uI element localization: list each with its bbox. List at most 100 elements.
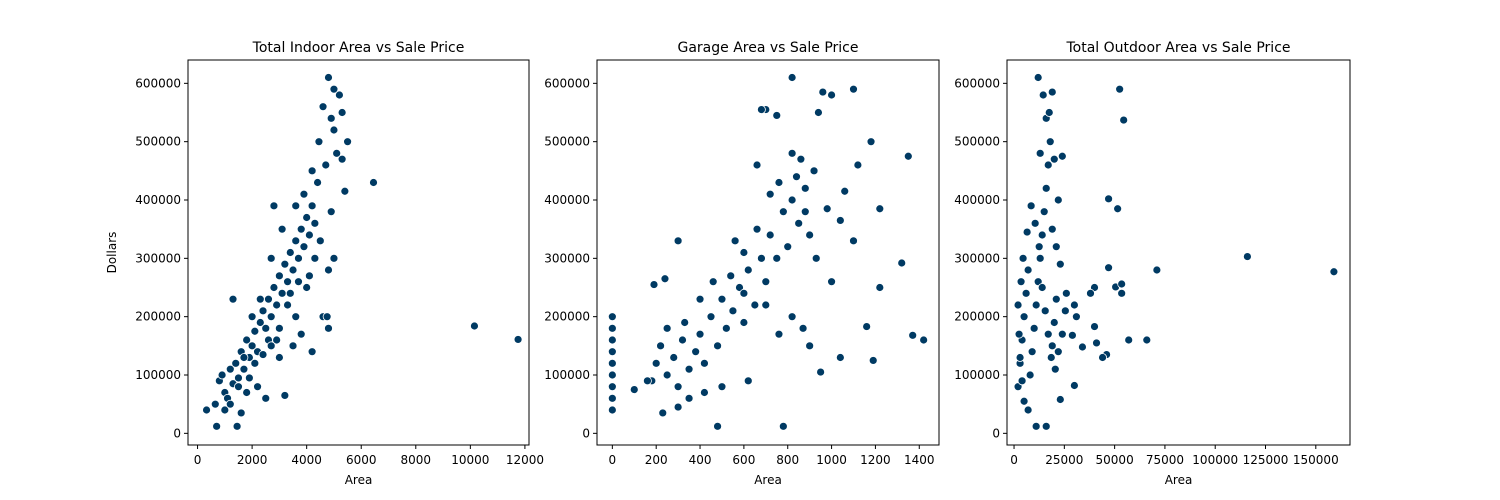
data-point: [607, 393, 617, 403]
data-point: [231, 358, 241, 368]
data-point: [242, 388, 252, 397]
data-point: [1117, 279, 1127, 289]
data-point: [1022, 227, 1032, 237]
x-tick-label: 0: [194, 453, 202, 467]
data-point: [1019, 396, 1029, 406]
plot-frame: [596, 59, 940, 446]
data-point: [1018, 253, 1028, 263]
data-point: [285, 248, 295, 257]
data-point: [761, 300, 771, 310]
data-point: [1243, 252, 1252, 261]
data-point: [1055, 395, 1065, 404]
data-point: [800, 207, 810, 217]
data-point: [1053, 347, 1063, 357]
data-point: [315, 236, 325, 246]
data-point: [329, 253, 339, 263]
data-point: [691, 347, 701, 357]
chart-1: 0 2000 4000 6000 8000 10000 12000 0 100000 200000…: [105, 40, 544, 487]
data-point: [919, 335, 929, 345]
data-point: [1078, 342, 1087, 352]
data-point: [765, 189, 775, 199]
data-point: [1023, 405, 1033, 415]
data-point: [307, 201, 317, 211]
data-point: [1053, 195, 1063, 205]
data-point: [244, 373, 254, 383]
scatter-points: [202, 73, 523, 431]
data-point: [713, 421, 722, 431]
data-point: [369, 178, 378, 187]
data-point: [1046, 353, 1056, 362]
data-point: [1069, 300, 1079, 310]
data-point: [255, 294, 265, 304]
data-point: [1037, 283, 1047, 292]
data-point: [774, 178, 784, 187]
data-point: [643, 376, 652, 386]
data-point: [1124, 335, 1134, 345]
data-point: [1038, 90, 1048, 100]
x-tick-label: 75000: [1146, 453, 1184, 467]
data-point: [283, 277, 292, 287]
data-point: [1034, 242, 1044, 252]
data-point: [1013, 300, 1023, 310]
data-point: [607, 323, 617, 333]
data-point: [1090, 322, 1099, 331]
x-tick-label: 100000: [1192, 453, 1238, 467]
data-point: [908, 330, 918, 340]
data-point: [210, 399, 220, 409]
data-point: [783, 242, 793, 252]
chart-title: Garage Area vs Sale Price: [678, 40, 859, 56]
data-point: [708, 277, 718, 287]
data-point: [662, 370, 672, 380]
data-point: [800, 183, 810, 193]
data-point: [250, 358, 260, 368]
data-point: [324, 323, 333, 333]
chart-2: 0 200 400 600 800 1000 1200 1400 0 100000 200000 30…: [544, 40, 940, 487]
data-point: [513, 335, 523, 344]
data-point: [673, 236, 683, 246]
data-point: [1119, 115, 1129, 125]
data-point: [787, 73, 797, 82]
data-point: [310, 218, 320, 228]
data-point: [787, 148, 797, 158]
data-point: [1015, 353, 1025, 362]
data-point: [1057, 329, 1067, 339]
data-point: [1061, 288, 1071, 298]
data-point: [1117, 288, 1127, 298]
data-point: [798, 323, 808, 333]
data-point: [1027, 347, 1037, 357]
data-point: [840, 186, 850, 196]
data-point: [660, 274, 670, 284]
x-tick-label: 400: [689, 453, 712, 467]
x-tick-label: 10000: [451, 453, 489, 467]
data-point: [772, 111, 782, 120]
data-point: [649, 280, 659, 289]
data-point: [726, 271, 736, 281]
y-tick-label: 0: [173, 426, 181, 440]
data-point: [1104, 263, 1113, 273]
data-point: [1026, 201, 1036, 211]
data-point: [743, 265, 753, 275]
data-point: [335, 90, 344, 100]
data-point: [765, 230, 775, 240]
data-point: [343, 137, 352, 147]
data-point: [903, 151, 913, 161]
plot-frame: [1006, 59, 1351, 446]
y-tick-label: 600000: [954, 76, 1000, 90]
data-point: [607, 405, 617, 415]
data-point: [324, 265, 333, 275]
y-tick-label: 600000: [544, 76, 590, 90]
data-point: [232, 421, 242, 431]
data-point: [757, 105, 766, 114]
data-point: [1104, 194, 1113, 204]
data-point: [337, 108, 347, 117]
data-point: [258, 306, 268, 316]
data-point: [1050, 364, 1060, 374]
y-tick-label: 200000: [135, 310, 181, 324]
data-point: [202, 405, 211, 415]
data-point: [247, 312, 257, 322]
data-point: [787, 195, 797, 205]
data-point: [739, 318, 749, 327]
data-point: [212, 421, 222, 431]
data-point: [299, 242, 309, 252]
data-point: [1044, 108, 1054, 117]
